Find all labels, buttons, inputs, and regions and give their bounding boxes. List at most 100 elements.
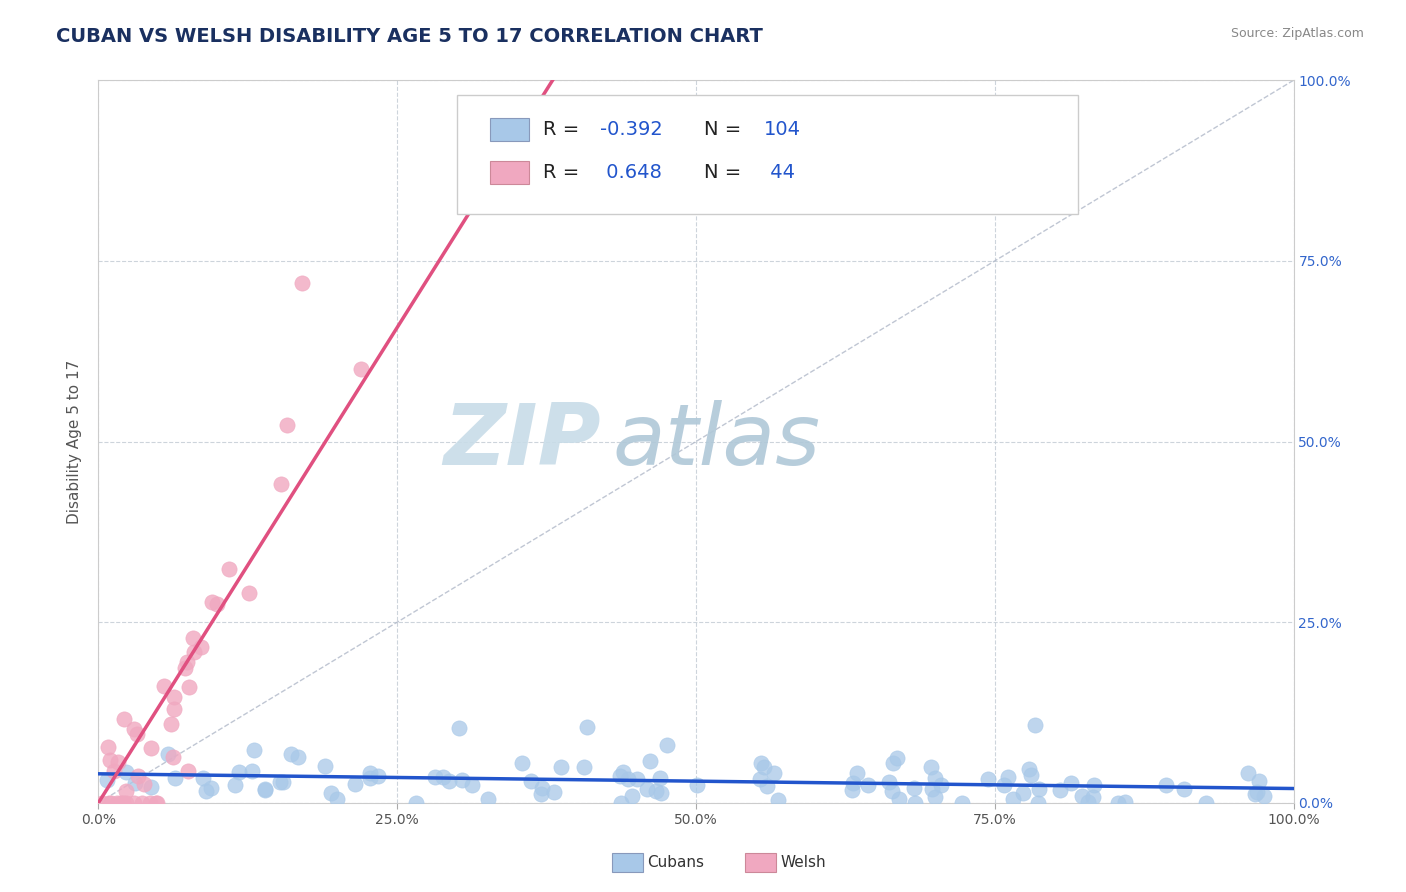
Point [240,764,263,778]
Point [530,787,553,801]
Point [924,771,946,785]
Point [218,562,240,576]
Point [359,765,381,780]
Point [107,755,129,769]
Point [423,770,446,784]
Point [176,764,198,778]
Point [655,738,678,752]
Point [276,418,298,433]
Point [291,276,314,290]
Point [749,772,772,786]
Text: R =: R = [543,163,585,182]
Point [1243,787,1265,801]
Point [350,362,373,376]
Point [903,781,925,796]
Point [314,759,336,773]
Point [648,772,671,786]
Text: Source: ZipAtlas.com: Source: ZipAtlas.com [1230,27,1364,40]
Point [183,645,205,659]
Point [626,772,648,786]
Point [280,747,302,762]
Point [887,792,910,806]
Point [477,792,499,806]
Point [520,773,543,788]
Point [343,777,366,791]
Text: ZIP: ZIP [443,400,600,483]
Point [319,786,342,800]
Point [195,784,218,798]
Point [997,770,1019,784]
Point [762,766,785,780]
Point [924,790,946,805]
Point [650,786,672,800]
Point [97,740,120,755]
Point [359,771,381,785]
Point [193,771,215,785]
Point [920,760,942,774]
Point [112,713,135,727]
Point [636,781,658,796]
Point [177,680,200,694]
Point [752,760,775,774]
Point [173,661,195,675]
Text: -0.392: -0.392 [600,120,664,139]
Text: Cubans: Cubans [647,855,704,870]
Point [1114,795,1136,809]
FancyBboxPatch shape [491,118,529,141]
Point [1173,782,1195,797]
Point [879,775,901,789]
Point [271,774,294,789]
Text: Welsh: Welsh [780,855,825,870]
Point [163,702,186,716]
Point [134,777,156,791]
Text: N =: N = [704,120,748,139]
Point [461,778,484,792]
Point [326,792,349,806]
Point [766,792,789,806]
Point [200,780,222,795]
Point [749,756,772,770]
Y-axis label: Disability Age 5 to 17: Disability Age 5 to 17 [67,359,83,524]
Point [575,720,598,734]
Point [572,760,595,774]
Point [115,784,138,798]
Point [640,754,662,768]
Point [254,782,277,797]
Point [139,780,162,794]
FancyBboxPatch shape [457,95,1078,214]
Point [238,586,260,600]
Point [617,772,640,786]
Point [550,760,572,774]
Point [131,796,153,810]
Point [432,770,454,784]
Point [1049,783,1071,797]
Point [145,796,167,810]
Point [269,774,291,789]
Point [882,756,904,770]
Point [127,769,149,783]
Point [190,640,212,654]
Point [367,769,389,783]
Point [686,778,709,792]
Point [1070,789,1092,803]
Text: atlas: atlas [613,400,820,483]
Point [163,771,186,785]
Point [439,773,461,788]
Point [160,716,183,731]
Point [993,778,1015,792]
Point [1083,779,1105,793]
Point [620,789,643,804]
Point [1246,785,1268,799]
Point [105,796,128,810]
Point [841,783,863,797]
Point [1001,792,1024,806]
Point [176,656,198,670]
Text: N =: N = [704,163,748,182]
Point [103,764,125,778]
Point [510,756,533,770]
Point [977,772,1000,786]
Point [447,722,470,736]
Point [1018,762,1040,776]
Point [91,796,114,810]
Point [125,727,148,741]
